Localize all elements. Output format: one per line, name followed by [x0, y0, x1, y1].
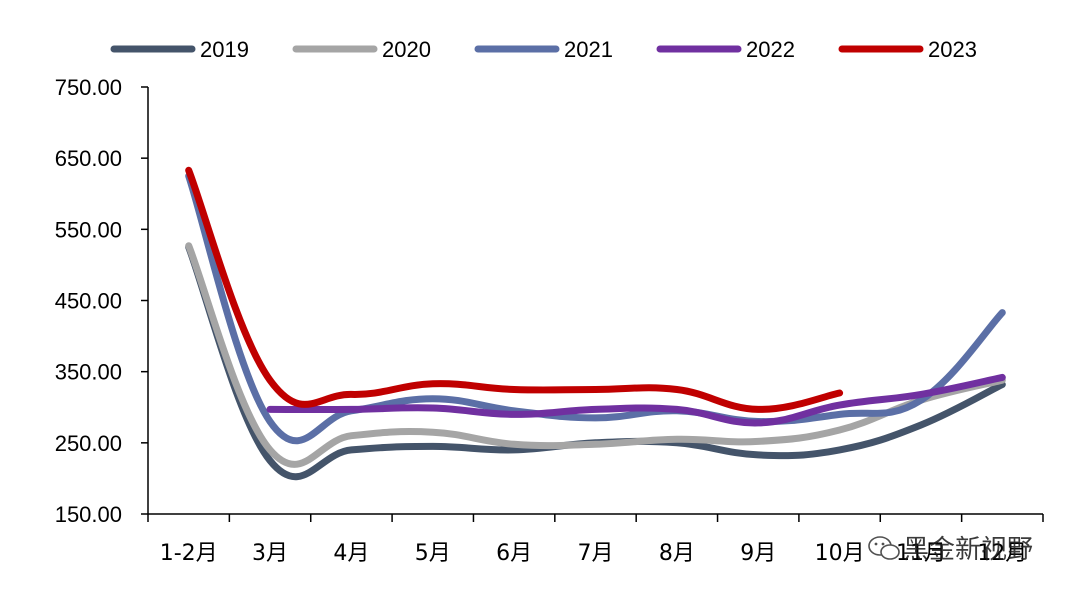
x-tick-label: 8月	[659, 541, 695, 566]
y-tick-label: 350.00	[55, 360, 122, 385]
y-tick-label: 750.00	[55, 75, 122, 100]
watermark: 黑金新视野	[868, 535, 1033, 565]
series-line-2021	[185, 172, 1006, 445]
x-tick-label: 6月	[496, 541, 532, 566]
y-tick-label: 450.00	[55, 289, 122, 314]
y-tick-label: 150.00	[55, 502, 122, 527]
y-tick-label: 250.00	[55, 431, 122, 456]
plot-lines	[185, 166, 1006, 481]
watermark-text: 黑金新视野	[903, 535, 1033, 565]
legend: 2019 2020 2021 2022 2023	[110, 37, 977, 62]
x-tick-label: 10月	[815, 541, 865, 566]
y-tick-label: 550.00	[55, 217, 122, 242]
y-axis: 150.00 250.00 350.00 450.00 550.00 650.00 750.…	[55, 75, 149, 527]
legend-label-2019: 2019	[200, 37, 249, 62]
x-axis: 1-2月 3月 4月 5月 6月 7月 8月 9月 10月 11月 12月	[147, 513, 1044, 566]
legend-label-2020: 2020	[382, 37, 431, 62]
x-tick-label: 3月	[252, 541, 288, 566]
series-line-2022	[266, 373, 1006, 427]
legend-label-2022: 2022	[746, 37, 795, 62]
x-tick-label: 7月	[578, 541, 614, 566]
series-line-2020	[185, 242, 1006, 468]
x-tick-label: 11月	[896, 541, 946, 566]
series-line-2023	[185, 166, 844, 413]
legend-label-2021: 2021	[564, 37, 613, 62]
y-tick-label: 650.00	[55, 146, 122, 171]
x-tick-label: 4月	[333, 541, 369, 566]
x-tick-label: 1-2月	[160, 541, 218, 566]
x-tick-label: 9月	[740, 541, 776, 566]
legend-label-2023: 2023	[928, 37, 977, 62]
wechat-icon	[868, 536, 900, 560]
x-tick-label: 12月	[977, 541, 1027, 566]
x-tick-label: 5月	[415, 541, 451, 566]
